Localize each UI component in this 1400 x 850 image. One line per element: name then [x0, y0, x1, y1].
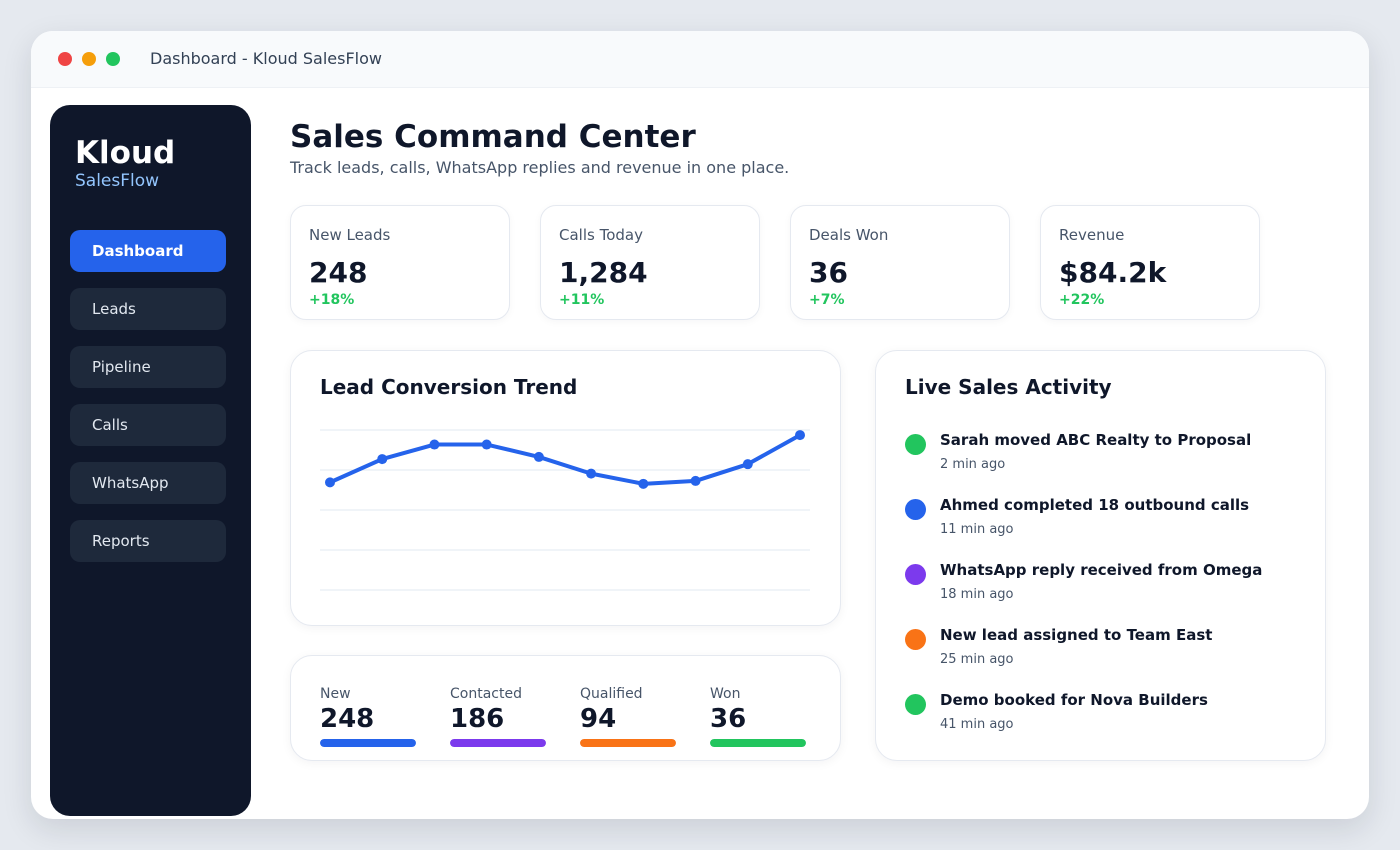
activity-time: 41 min ago [940, 717, 1014, 732]
activity-time: 18 min ago [940, 587, 1014, 602]
page-subtitle: Track leads, calls, WhatsApp replies and… [290, 158, 790, 177]
activity-item[interactable]: New lead assigned to Team East 25 min ag… [905, 624, 1305, 674]
activity-item[interactable]: WhatsApp reply received from Omega 18 mi… [905, 559, 1305, 609]
chart-point[interactable] [533, 451, 544, 462]
chart-point[interactable] [377, 454, 388, 465]
sidebar-item-leads[interactable]: Leads [70, 288, 226, 330]
close-window-button[interactable] [58, 52, 72, 66]
chart-series-line [328, 433, 802, 486]
chart-point[interactable] [429, 439, 440, 450]
stat-value: 1,284 [559, 256, 648, 289]
funnel-label: Qualified [580, 686, 643, 702]
stat-delta: +18% [309, 292, 355, 308]
brand-subtitle: SalesFlow [75, 171, 160, 191]
funnel-bar [580, 739, 676, 747]
stat-label: Revenue [1059, 226, 1125, 244]
activity-time: 25 min ago [940, 652, 1014, 667]
stat-delta: +22% [1059, 292, 1105, 308]
activity-text: Demo booked for Nova Builders [940, 691, 1208, 709]
sidebar-item-calls[interactable]: Calls [70, 404, 226, 446]
sidebar-item-pipeline[interactable]: Pipeline [70, 346, 226, 388]
chart-point[interactable] [742, 459, 753, 470]
lead-conversion-chart [320, 429, 810, 591]
activity-text: Ahmed completed 18 outbound calls [940, 496, 1250, 514]
minimize-window-button[interactable] [82, 52, 96, 66]
funnel-value: 94 [580, 704, 617, 734]
funnel-card: New 248 Contacted 186 Qualified 94 Won 3… [290, 655, 841, 761]
funnel-value: 36 [710, 704, 747, 734]
funnel-bar-fill [320, 739, 416, 747]
stat-card-new-leads[interactable]: New Leads 248 +18% [290, 205, 510, 320]
stat-card-calls-today[interactable]: Calls Today 1,284 +11% [540, 205, 760, 320]
activity-text: WhatsApp reply received from Omega [940, 561, 1263, 579]
stat-card-revenue[interactable]: Revenue $84.2k +22% [1040, 205, 1260, 320]
status-dot-icon [905, 499, 926, 520]
activity-title: Live Sales Activity [905, 375, 1112, 399]
funnel-value: 248 [320, 704, 375, 734]
status-dot-icon [905, 694, 926, 715]
funnel-value: 186 [450, 704, 505, 734]
sidebar-item-dashboard[interactable]: Dashboard [70, 230, 226, 272]
sidebar-item-whatsapp[interactable]: WhatsApp [70, 462, 226, 504]
chart-point[interactable] [586, 468, 597, 479]
trend-title: Lead Conversion Trend [320, 375, 578, 399]
activity-time: 2 min ago [940, 457, 1006, 472]
activity-item[interactable]: Ahmed completed 18 outbound calls 11 min… [905, 494, 1305, 544]
stat-label: Calls Today [559, 226, 643, 244]
activity-text: New lead assigned to Team East [940, 626, 1213, 644]
stat-value: 36 [809, 256, 848, 289]
funnel-bar [320, 739, 416, 747]
chart-point[interactable] [638, 478, 649, 489]
funnel-bar [450, 739, 546, 747]
maximize-window-button[interactable] [106, 52, 120, 66]
stat-delta: +7% [809, 292, 845, 308]
status-dot-icon [905, 564, 926, 585]
page-title: Sales Command Center [290, 119, 696, 155]
stat-value: $84.2k [1059, 256, 1167, 289]
funnel-label: New [320, 686, 351, 702]
funnel-bar-fill [580, 739, 676, 747]
sidebar: Kloud SalesFlow Dashboard Leads Pipeline… [50, 105, 251, 816]
funnel-label: Won [710, 686, 741, 702]
activity-item[interactable]: Sarah moved ABC Realty to Proposal 2 min… [905, 429, 1305, 479]
chart-point[interactable] [690, 475, 701, 486]
status-dot-icon [905, 434, 926, 455]
status-dot-icon [905, 629, 926, 650]
stat-label: Deals Won [809, 226, 889, 244]
stat-delta: +11% [559, 292, 605, 308]
funnel-label: Contacted [450, 686, 522, 702]
chart-point[interactable] [795, 430, 805, 441]
activity-text: Sarah moved ABC Realty to Proposal [940, 431, 1252, 449]
sidebar-item-reports[interactable]: Reports [70, 520, 226, 562]
trend-card: Lead Conversion Trend [290, 350, 841, 626]
window-title: Dashboard - Kloud SalesFlow [150, 49, 382, 68]
activity-card: Live Sales Activity Sarah moved ABC Real… [875, 350, 1326, 761]
activity-time: 11 min ago [940, 522, 1014, 537]
activity-item[interactable]: Demo booked for Nova Builders 41 min ago [905, 689, 1305, 739]
chart-point[interactable] [325, 477, 335, 488]
brand-name: Kloud [75, 135, 176, 171]
stat-value: 248 [309, 256, 368, 289]
title-bar: Dashboard - Kloud SalesFlow [31, 31, 1369, 88]
app-window: Dashboard - Kloud SalesFlow Kloud SalesF… [31, 31, 1369, 819]
chart-point[interactable] [481, 439, 492, 450]
stat-label: New Leads [309, 226, 391, 244]
stat-card-deals-won[interactable]: Deals Won 36 +7% [790, 205, 1010, 320]
funnel-bar-fill [450, 739, 546, 747]
funnel-bar [710, 739, 806, 747]
funnel-bar-fill [710, 739, 806, 747]
